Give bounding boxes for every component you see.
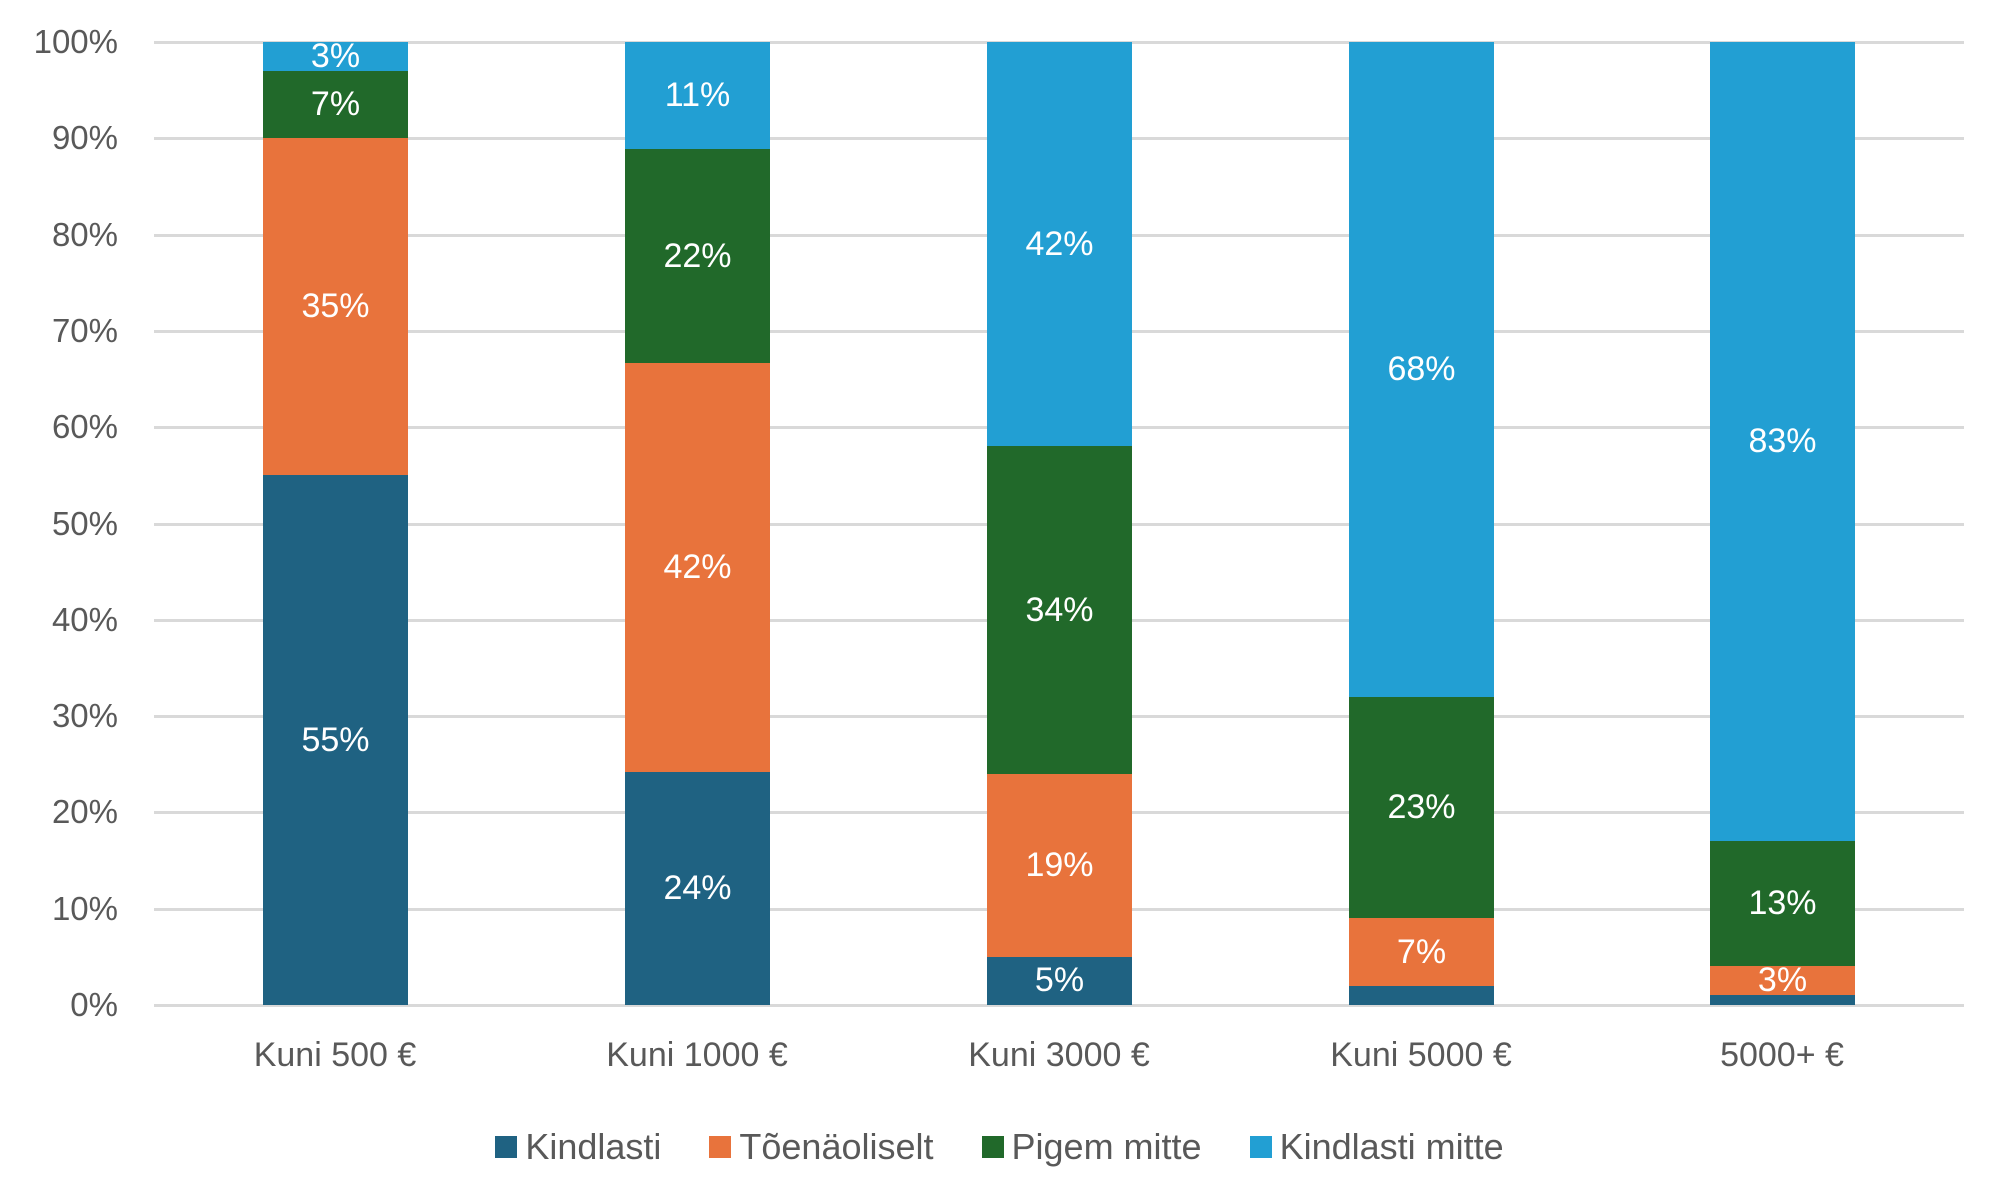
data-label: 83% — [1748, 422, 1817, 461]
legend-label: Pigem mitte — [1011, 1126, 1202, 1167]
bar-column: 5% 19% 34% 42% — [987, 42, 1132, 1005]
legend-item: Pigem mitte — [981, 1126, 1202, 1168]
legend-swatch-icon — [495, 1136, 518, 1158]
x-tick-label: Kuni 5000 € — [1330, 1036, 1512, 1074]
data-label: 7% — [1396, 932, 1447, 971]
bar-segment: 19% — [987, 773, 1132, 957]
bar-segment: 5% — [987, 956, 1132, 1005]
bar-segment: 22% — [625, 149, 770, 363]
bar-segment: 34% — [987, 446, 1132, 774]
data-label: 11% — [664, 76, 731, 114]
legend-swatch-icon — [1249, 1136, 1272, 1158]
data-label: 5% — [1034, 961, 1085, 1000]
data-label: 3% — [1757, 961, 1808, 1000]
bar-segment: 55% — [263, 475, 408, 1005]
data-label: 22% — [663, 236, 732, 275]
y-tick-label: 30% — [51, 697, 118, 735]
bar-segment — [1349, 985, 1494, 1005]
data-label: 42% — [1025, 224, 1094, 263]
data-label: 34% — [1025, 590, 1094, 629]
bar-segment: 23% — [1349, 696, 1494, 919]
data-label: 19% — [1025, 845, 1094, 884]
data-label: 7% — [310, 85, 361, 124]
bar-segment: 42% — [625, 363, 770, 772]
gridline — [154, 1004, 1964, 1007]
y-tick-label: 10% — [51, 889, 118, 927]
bar-segment: 7% — [263, 70, 408, 139]
legend-item: Tõenäoliselt — [709, 1126, 934, 1168]
data-label: 3% — [310, 36, 361, 75]
y-tick-label: 0% — [70, 986, 118, 1023]
bar-column: 24% 42% 22% 11% — [625, 42, 770, 1005]
data-label: 24% — [663, 868, 732, 907]
x-tick-label: Kuni 1000 € — [606, 1036, 788, 1074]
legend-label: Kindlasti — [525, 1126, 662, 1167]
legend-swatch-icon — [709, 1136, 732, 1158]
data-label: 35% — [301, 287, 370, 326]
bar-column: 7% 23% 68% — [1349, 42, 1494, 1005]
y-tick-label: 80% — [51, 215, 118, 253]
y-tick-label: 50% — [51, 504, 118, 542]
bar-segment: 13% — [1710, 841, 1855, 967]
bar-segment: 83% — [1710, 42, 1855, 842]
bar-segment: 35% — [263, 138, 408, 476]
y-tick-label: 60% — [51, 408, 118, 446]
bar-segment: 3% — [263, 37, 408, 75]
bar-segment: 42% — [987, 42, 1132, 447]
x-tick-label: Kuni 500 € — [253, 1036, 417, 1074]
data-label: 42% — [663, 547, 732, 586]
y-tick-label: 100% — [33, 23, 118, 60]
bar-segment: 24% — [625, 771, 770, 1005]
bar-segment: 11% — [625, 42, 770, 149]
legend-swatch-icon — [981, 1136, 1004, 1158]
y-tick-label: 90% — [51, 119, 118, 157]
legend-item: Kindlasti — [495, 1126, 661, 1168]
y-tick-label: 70% — [51, 311, 118, 349]
data-label: 23% — [1387, 788, 1456, 827]
legend: Kindlasti Tõenäoliselt Pigem mitte Kindlast… — [0, 1126, 1999, 1168]
legend-label: Tõenäoliselt — [739, 1126, 934, 1167]
bar-segment: 3% — [1710, 961, 1855, 999]
data-label: 13% — [1748, 884, 1817, 923]
bar-segment — [1710, 995, 1855, 1005]
data-label: 55% — [301, 720, 370, 759]
y-tick-label: 20% — [51, 793, 118, 831]
legend-item: Kindlasti mitte — [1249, 1126, 1504, 1168]
legend-label: Kindlasti mitte — [1279, 1126, 1504, 1167]
x-tick-label: 5000+ € — [1720, 1036, 1844, 1074]
x-tick-label: Kuni 3000 € — [968, 1036, 1150, 1074]
bar-segment: 68% — [1349, 42, 1494, 697]
y-tick-label: 40% — [51, 600, 118, 638]
bar-segment: 7% — [1349, 918, 1494, 986]
data-label: 68% — [1387, 349, 1456, 388]
bar-column: 55% 35% 7% 3% — [263, 37, 408, 1005]
bar-column: 3% 13% 83% — [1710, 42, 1855, 1005]
